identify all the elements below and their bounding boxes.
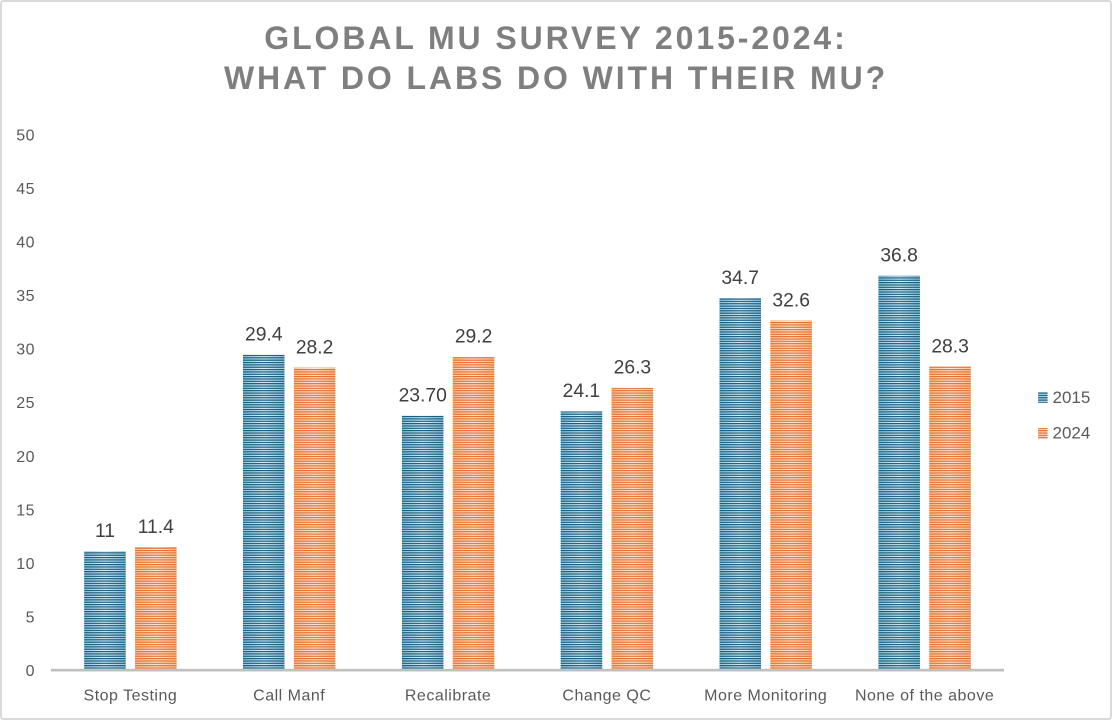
svg-text:GLOBAL MU SURVEY 2015-2024:: GLOBAL MU SURVEY 2015-2024: <box>264 20 847 56</box>
svg-text:5: 5 <box>26 610 35 627</box>
svg-text:More Monitoring: More Monitoring <box>704 688 827 705</box>
svg-text:15: 15 <box>16 502 35 519</box>
svg-text:Call Manf: Call Manf <box>253 688 325 705</box>
svg-text:30: 30 <box>16 342 35 359</box>
svg-text:Recalibrate: Recalibrate <box>405 688 491 705</box>
svg-text:Stop Testing: Stop Testing <box>84 688 178 705</box>
svg-text:10: 10 <box>16 556 35 573</box>
svg-text:34.7: 34.7 <box>721 268 759 289</box>
svg-text:28.2: 28.2 <box>296 337 334 358</box>
svg-text:11: 11 <box>95 521 115 542</box>
svg-text:WHAT DO LABS DO WITH THEIR MU?: WHAT DO LABS DO WITH THEIR MU? <box>224 60 888 96</box>
svg-text:45: 45 <box>16 181 35 198</box>
svg-text:2015: 2015 <box>1053 388 1091 407</box>
svg-text:36.8: 36.8 <box>880 246 918 267</box>
svg-text:Change QC: Change QC <box>562 688 651 705</box>
svg-text:24.1: 24.1 <box>563 381 601 402</box>
svg-text:50: 50 <box>16 127 35 144</box>
svg-text:35: 35 <box>16 288 35 305</box>
svg-text:11.4: 11.4 <box>138 517 174 538</box>
svg-text:40: 40 <box>16 235 35 252</box>
svg-text:25: 25 <box>16 395 35 412</box>
svg-text:28.3: 28.3 <box>931 336 969 357</box>
svg-text:26.3: 26.3 <box>614 358 652 379</box>
svg-text:None of the above: None of the above <box>855 688 994 705</box>
svg-text:32.6: 32.6 <box>772 290 810 311</box>
svg-text:2024: 2024 <box>1053 424 1091 443</box>
svg-text:29.4: 29.4 <box>245 325 283 346</box>
svg-text:0: 0 <box>26 663 35 680</box>
svg-text:23.70: 23.70 <box>399 386 447 407</box>
svg-text:20: 20 <box>16 449 35 466</box>
svg-text:29.2: 29.2 <box>455 327 493 348</box>
